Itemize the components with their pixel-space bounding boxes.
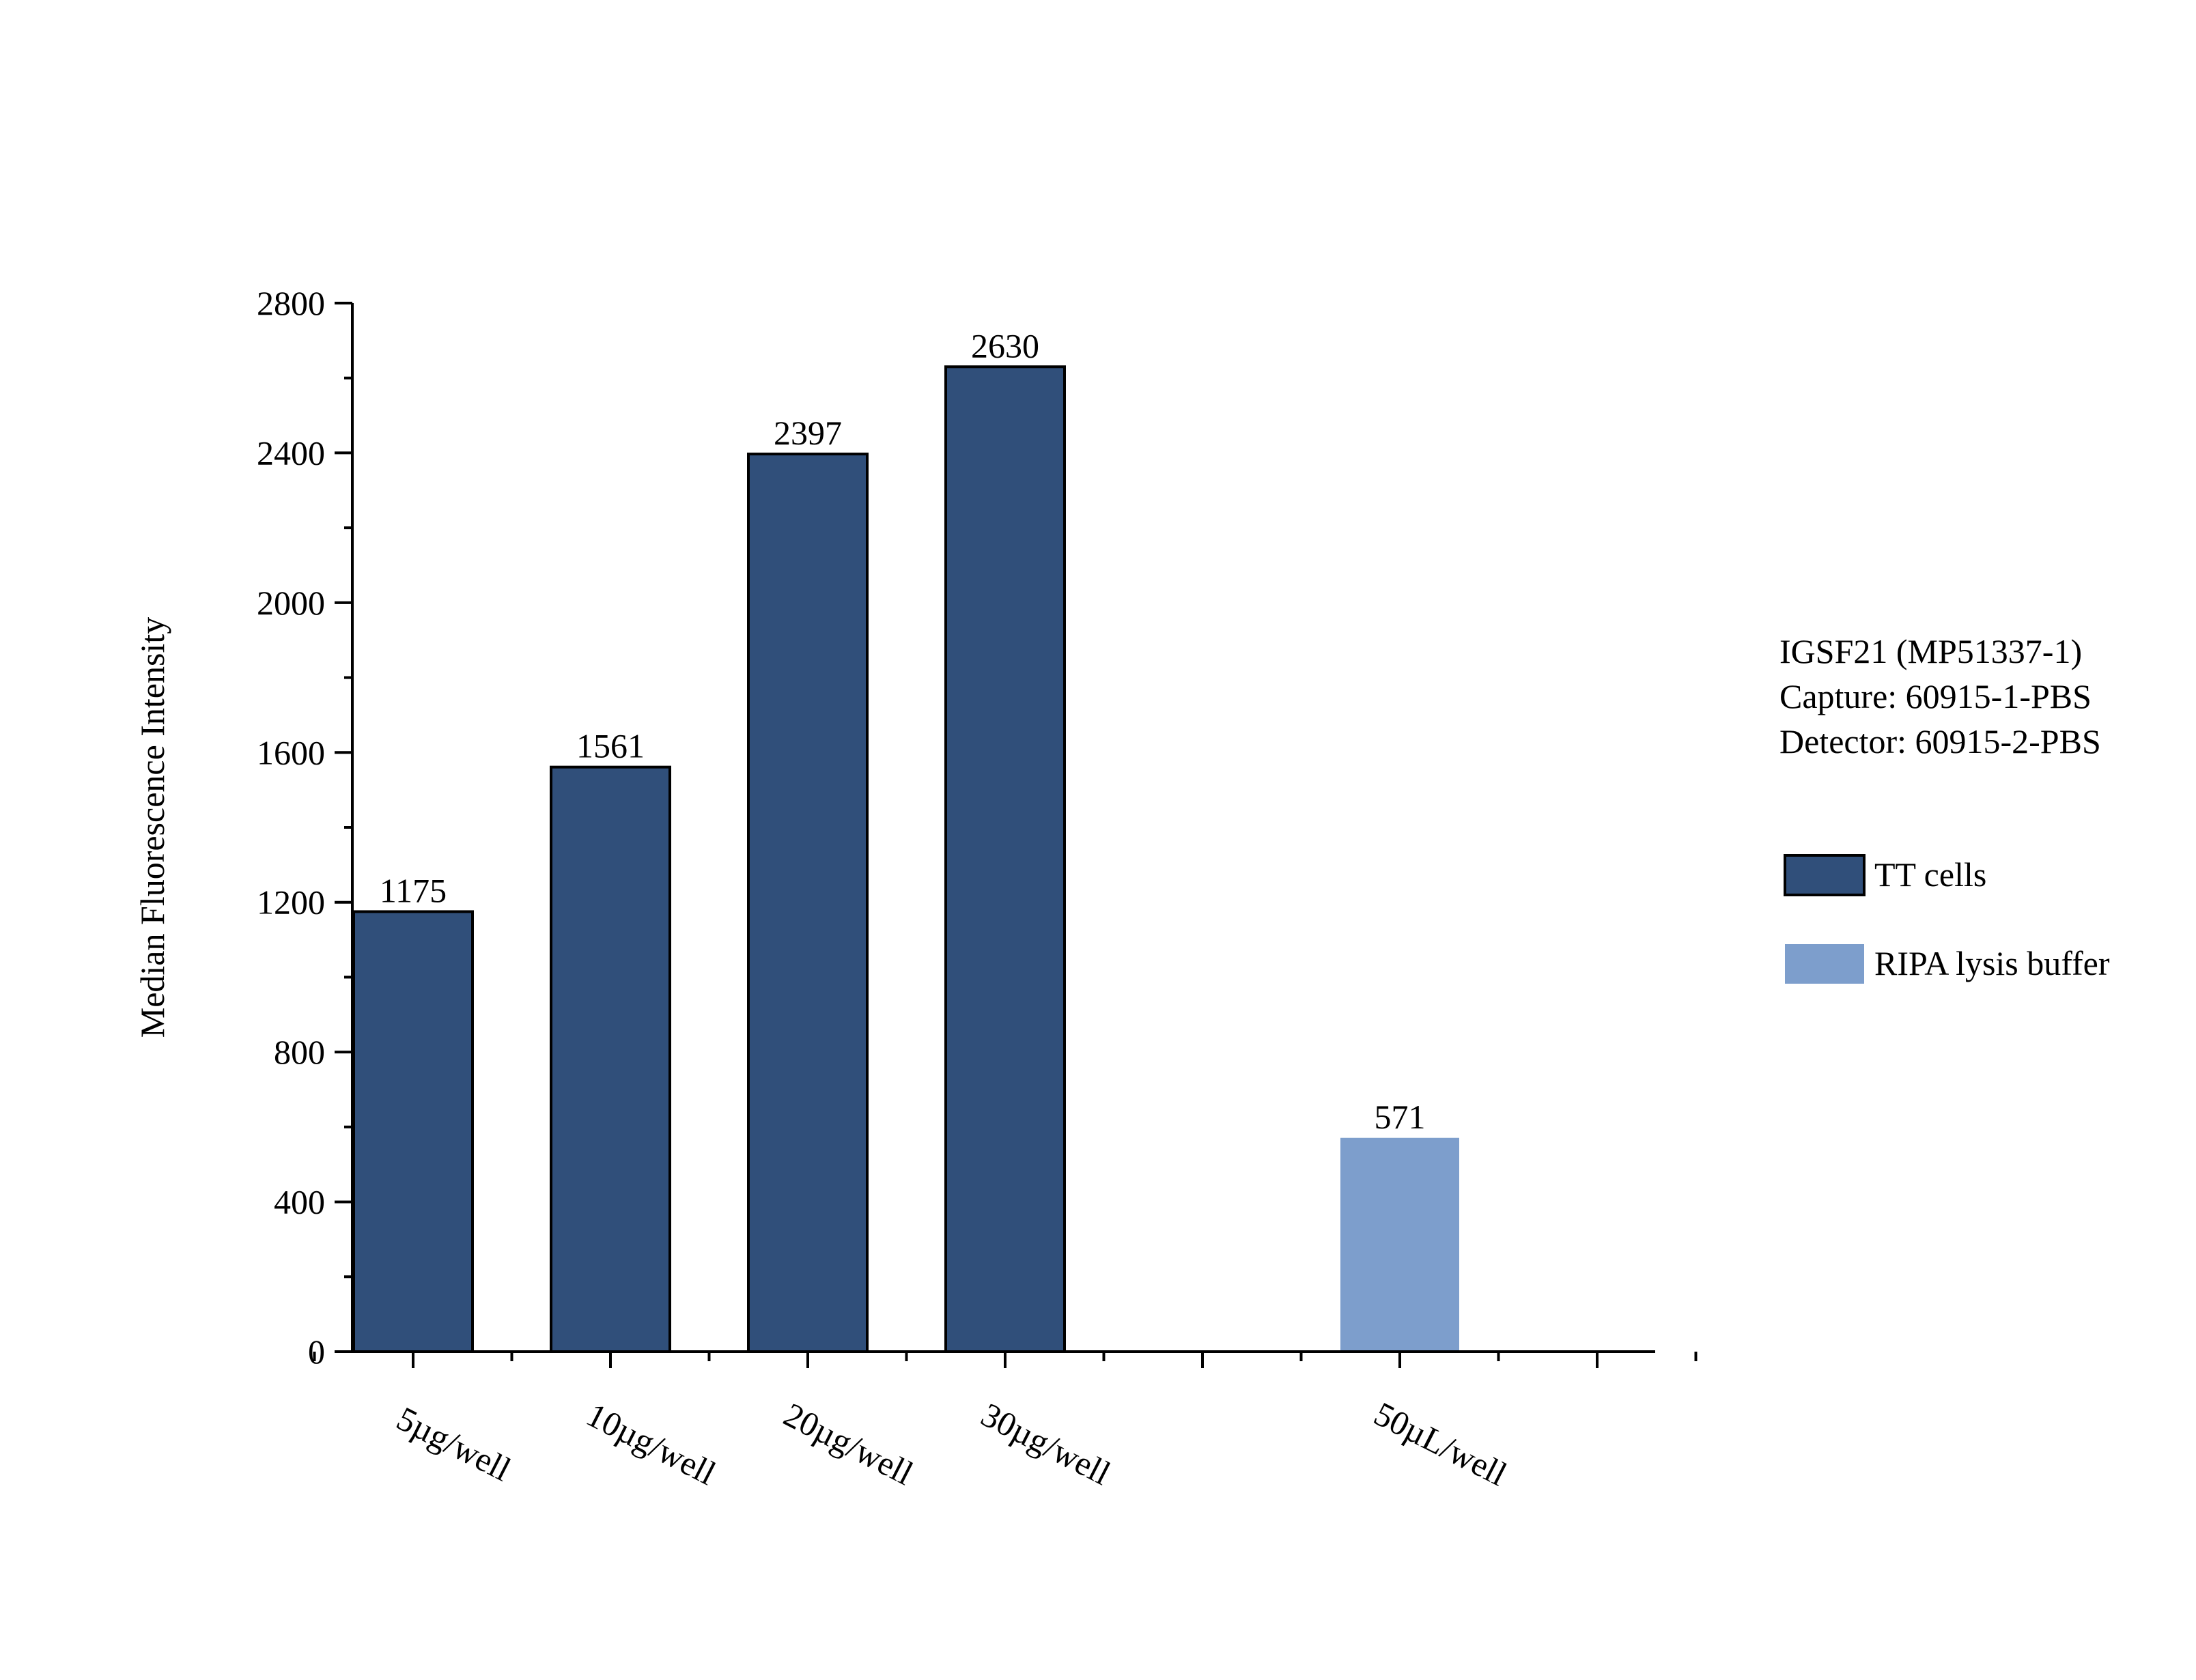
legend-label-tt-cells: TT cells bbox=[1874, 855, 1986, 894]
y-tick-label: 1600 bbox=[257, 733, 325, 771]
x-category-label: 20µg/well bbox=[778, 1395, 919, 1492]
y-axis-ticks: 0 400 800 1200 1600 2000 2400 2800 bbox=[257, 284, 352, 1371]
legend-swatch-ripa-lysis-buffer bbox=[1785, 944, 1864, 984]
bar bbox=[352, 910, 474, 1353]
y-tick-label: 400 bbox=[274, 1183, 325, 1221]
bar bbox=[550, 765, 671, 1354]
bar-data-label: 2630 bbox=[971, 326, 1039, 365]
legend-info-antigen: IGSF21 (MP51337-1) bbox=[1779, 632, 2082, 670]
legend-info-capture: Capture: 60915-1-PBS bbox=[1779, 677, 2092, 715]
y-tick-label: 2000 bbox=[257, 584, 325, 622]
y-tick-label: 800 bbox=[274, 1033, 325, 1071]
x-category-label: 5µg/well bbox=[391, 1399, 517, 1488]
legend-swatch-tt-cells bbox=[1784, 854, 1866, 896]
legend-label-ripa-lysis-buffer: RIPA lysis buffer bbox=[1874, 944, 2110, 982]
bar-data-label: 571 bbox=[1375, 1098, 1426, 1136]
x-axis-ticks bbox=[313, 1352, 1698, 1368]
y-tick-label: 0 bbox=[308, 1333, 325, 1371]
legend: IGSF21 (MP51337-1) Capture: 60915-1-PBS … bbox=[1779, 632, 2110, 984]
bar-data-label: 1561 bbox=[576, 727, 645, 765]
bar-data-label: 1175 bbox=[380, 871, 447, 909]
y-tick-label: 2800 bbox=[257, 284, 325, 322]
x-category-label: 30µg/well bbox=[975, 1395, 1116, 1492]
y-axis-title: Median Fluorescence Intensity bbox=[133, 617, 171, 1038]
bar-data-label: 2397 bbox=[774, 414, 842, 452]
legend-info-detector: Detector: 60915-2-PBS bbox=[1779, 722, 2101, 760]
y-tick-label: 2400 bbox=[257, 433, 325, 472]
bar bbox=[747, 453, 869, 1353]
bar-series: 1175 5µg/well 1561 10µg/well 2397 20µg/well 26… bbox=[352, 326, 1513, 1493]
x-category-label: 10µg/well bbox=[580, 1395, 722, 1492]
x-category-label: 50µL/well bbox=[1368, 1394, 1513, 1493]
bar bbox=[944, 365, 1066, 1353]
y-tick-label: 1200 bbox=[257, 883, 325, 922]
bar bbox=[1340, 1137, 1459, 1352]
